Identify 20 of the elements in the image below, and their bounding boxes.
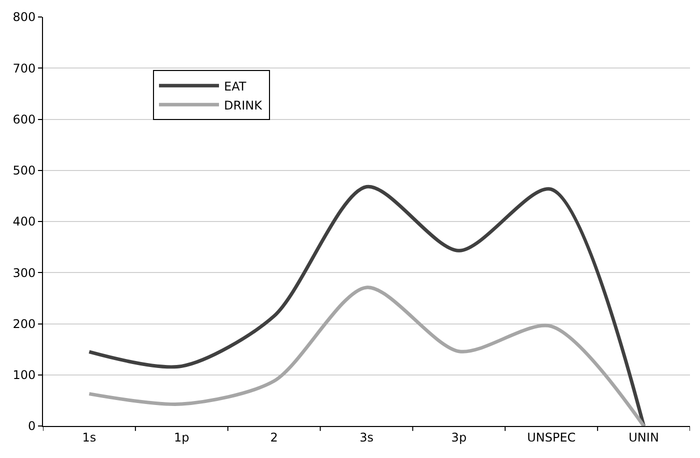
x-tick-label: 1s bbox=[82, 430, 96, 444]
y-tick-label: 100 bbox=[12, 368, 36, 382]
legend-label: EAT bbox=[224, 79, 247, 94]
y-tick-label: 500 bbox=[12, 164, 36, 178]
x-tick-label: 1p bbox=[174, 430, 190, 444]
legend-label: DRINK bbox=[224, 98, 264, 112]
x-tick-label: 3p bbox=[451, 430, 467, 444]
x-tick-label: 2 bbox=[270, 430, 278, 444]
line-series bbox=[87, 286, 646, 426]
y-tick-label: 0 bbox=[28, 419, 36, 434]
x-tick-label: 3s bbox=[360, 430, 374, 444]
y-tick-label: 600 bbox=[12, 112, 36, 126]
line-series bbox=[87, 184, 646, 426]
y-tick-label: 400 bbox=[12, 214, 36, 229]
y-tick-label: 300 bbox=[12, 266, 36, 280]
y-tick-label: 700 bbox=[12, 61, 36, 76]
x-tick-label: UNSPEC bbox=[527, 430, 576, 444]
y-tick-label: 800 bbox=[12, 10, 36, 24]
y-tick-label: 200 bbox=[12, 316, 36, 331]
x-tick-label: UNIN bbox=[628, 430, 659, 444]
